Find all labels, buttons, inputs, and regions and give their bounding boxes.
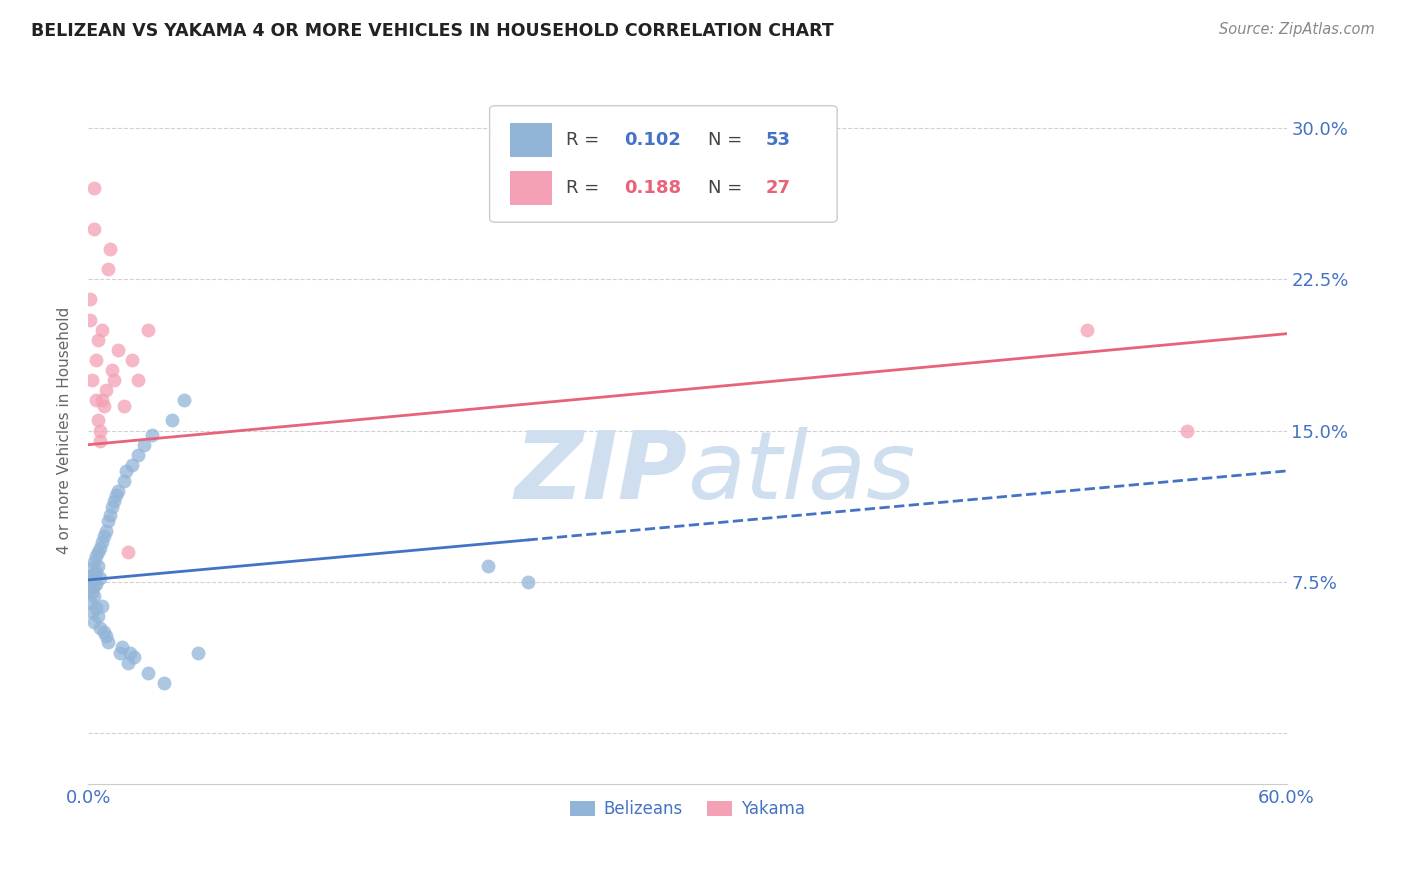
Point [83,579,105,593]
Point [91,534,114,549]
Text: R =: R = [567,179,606,197]
Point [98,242,121,256]
FancyBboxPatch shape [489,105,837,222]
Point [1076,323,1098,337]
Point [516,574,538,589]
Point [101,363,124,377]
Point [97,262,120,277]
Point [87,544,110,558]
Point [1175,424,1198,438]
Point [153,676,176,690]
Point [79,581,101,595]
Point [83,566,105,581]
Point [87,609,110,624]
Point [84,601,107,615]
Point [89,434,111,448]
Point [115,464,138,478]
Y-axis label: 4 or more Vehicles in Household: 4 or more Vehicles in Household [58,307,72,554]
Text: 0.188: 0.188 [624,179,681,197]
Text: BELIZEAN VS YAKAMA 4 OR MORE VEHICLES IN HOUSEHOLD CORRELATION CHART: BELIZEAN VS YAKAMA 4 OR MORE VEHICLES IN… [31,22,834,40]
Point [477,558,499,573]
Bar [510,171,553,205]
Point [79,293,101,307]
Legend: Belizeans, Yakama: Belizeans, Yakama [564,794,811,825]
Point [127,373,149,387]
Point [127,448,149,462]
Point [117,544,139,558]
Point [89,571,111,585]
Text: atlas: atlas [688,427,915,518]
Point [93,400,115,414]
Point [94,629,117,643]
Point [83,221,105,235]
Point [101,500,124,515]
Point [84,353,107,368]
Point [89,621,111,635]
Point [82,605,104,619]
Point [83,615,105,630]
Point [87,413,110,427]
Point [187,646,209,660]
Point [82,373,104,387]
Point [122,649,145,664]
Point [91,393,114,408]
Point [83,181,105,195]
Point [132,438,155,452]
Point [160,413,183,427]
Point [83,555,105,569]
Point [89,424,111,438]
Point [82,573,104,587]
Point [84,565,107,579]
Point [112,474,135,488]
Point [84,577,107,591]
Point [93,528,115,542]
Point [79,312,101,326]
Point [136,665,159,680]
Point [121,458,143,472]
Point [79,569,101,583]
Point [94,383,117,397]
Text: 53: 53 [765,131,790,149]
Point [141,427,163,442]
Text: N =: N = [707,179,748,197]
Bar [510,123,553,157]
Point [93,625,115,640]
Point [103,373,125,387]
Point [107,484,129,499]
Point [105,488,128,502]
Point [111,640,134,654]
Point [112,400,135,414]
Point [84,393,107,408]
Text: 0.102: 0.102 [624,131,681,149]
Point [136,323,159,337]
Point [83,589,105,603]
Point [91,323,114,337]
Text: Source: ZipAtlas.com: Source: ZipAtlas.com [1219,22,1375,37]
Point [97,515,120,529]
Point [120,646,142,660]
Text: N =: N = [707,131,748,149]
Point [173,393,195,408]
Point [91,599,114,614]
Point [82,561,104,575]
Point [108,646,131,660]
Point [107,343,129,357]
Point [121,353,143,368]
Point [87,558,110,573]
Point [89,541,111,555]
Point [82,585,104,599]
Text: 27: 27 [765,179,790,197]
Point [79,595,101,609]
Text: R =: R = [567,131,606,149]
Point [94,524,117,539]
Point [84,549,107,563]
Point [97,635,120,649]
Point [87,333,110,347]
Point [103,494,125,508]
Text: ZIP: ZIP [515,427,688,519]
Point [117,656,139,670]
Point [98,508,121,523]
